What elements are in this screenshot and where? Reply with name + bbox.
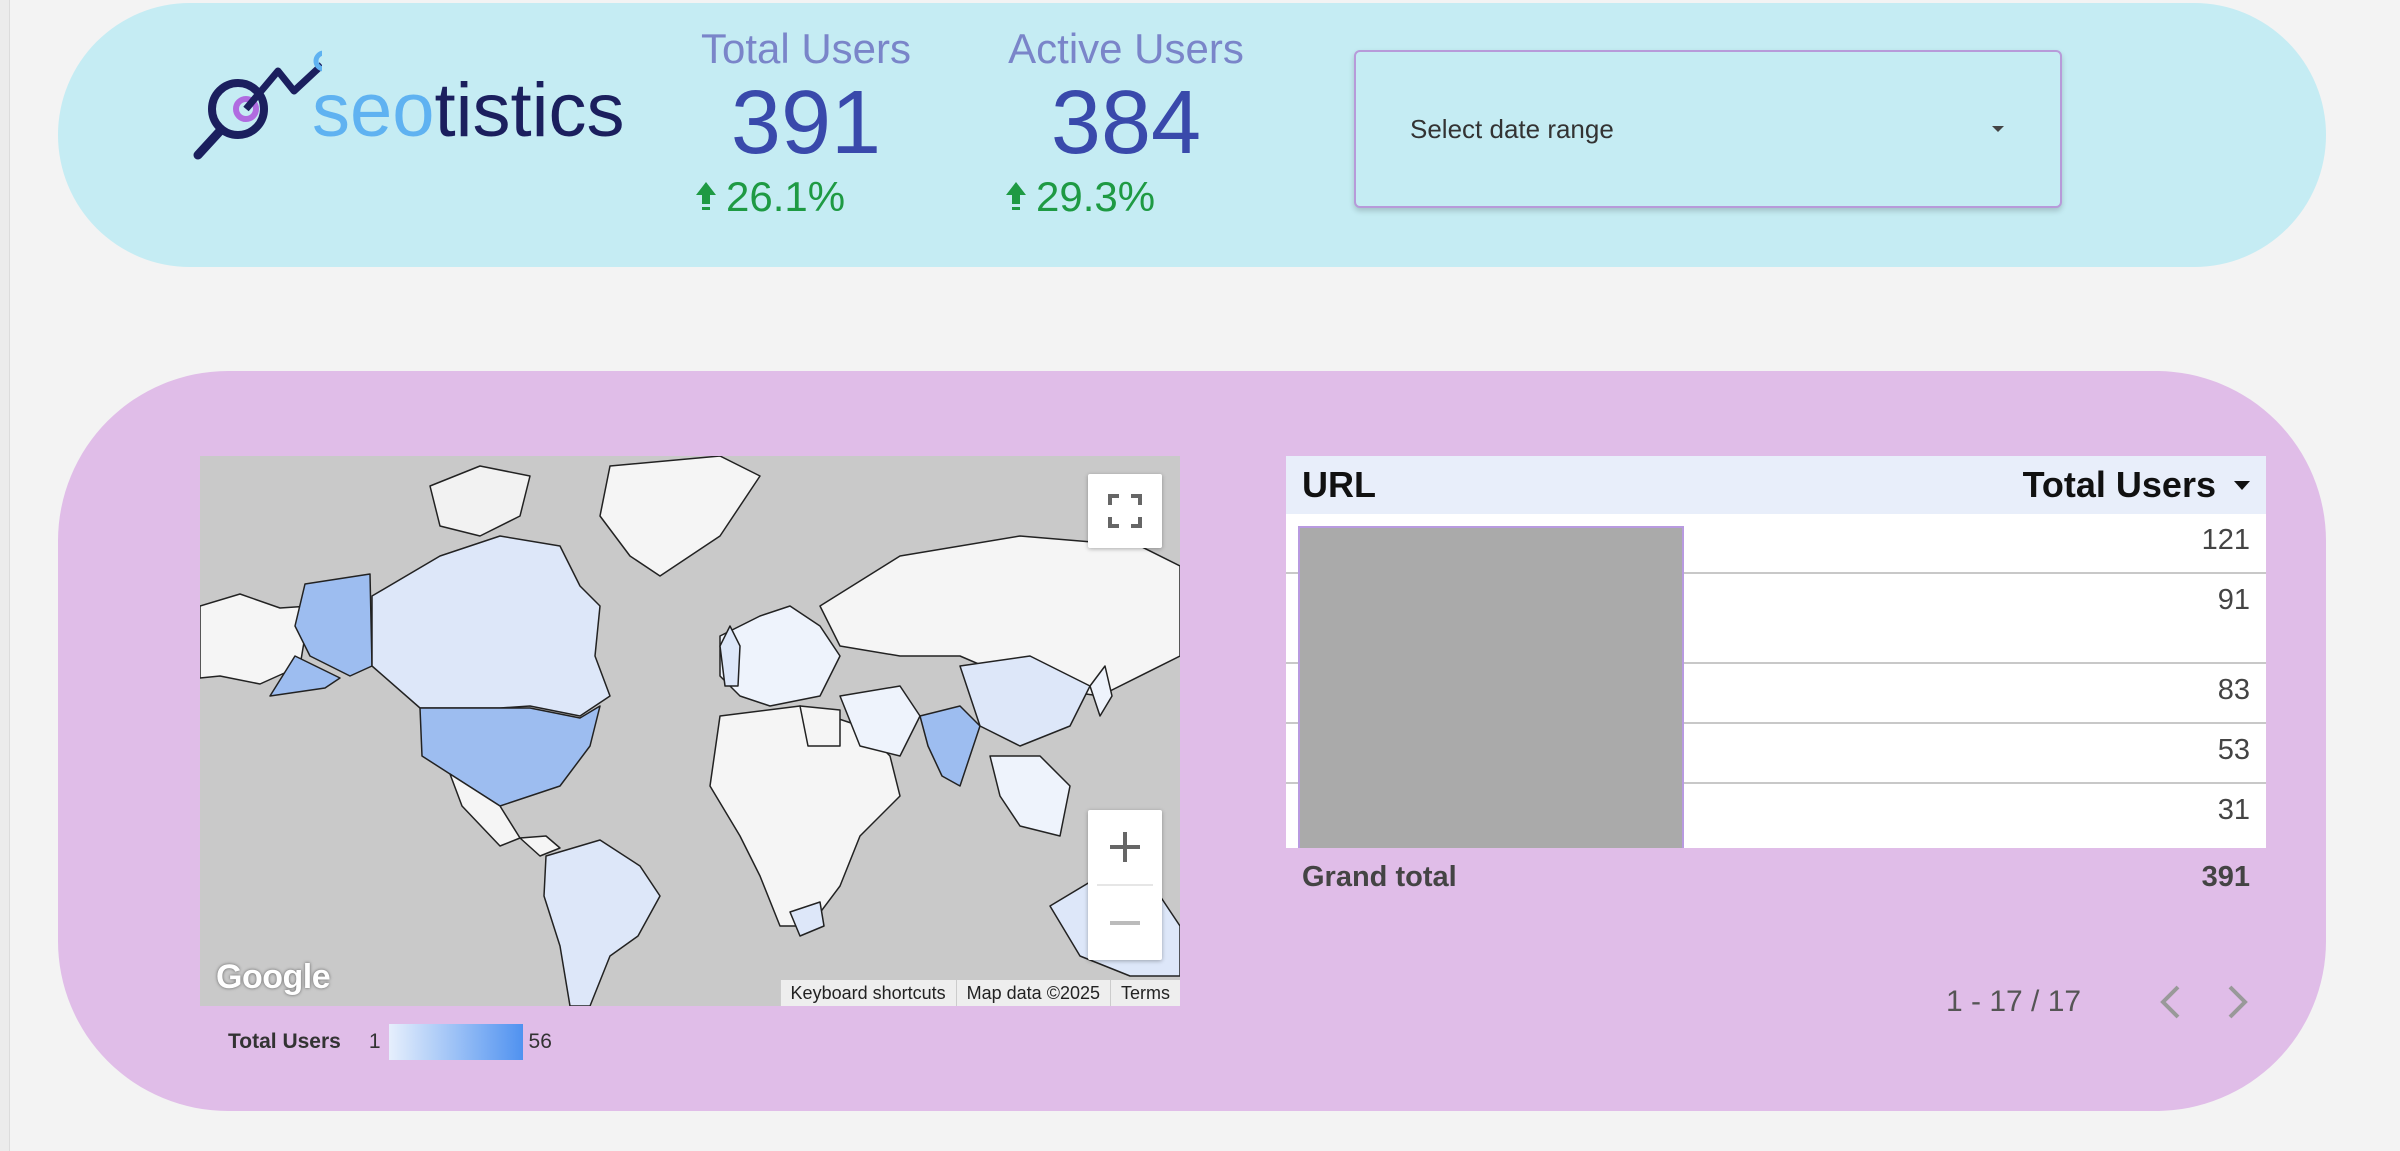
plus-icon — [1110, 832, 1140, 862]
egypt-shape — [799, 705, 841, 747]
magnifier-chart-icon — [193, 50, 322, 160]
southeast-asia-shape — [989, 755, 1071, 837]
row-value: 121 — [2201, 524, 2250, 556]
terms-link[interactable]: Terms — [1110, 980, 1180, 1006]
grand-total-row: Grand total 391 — [1286, 848, 2266, 906]
usa-shape — [419, 705, 601, 807]
legend-title: Total Users — [228, 1030, 341, 1053]
map-footer: Keyboard shortcuts Map data ©2025 Terms — [779, 980, 1180, 1006]
table-row[interactable]: 83 — [1286, 664, 2266, 724]
map-legend: Total Users 1 56 — [228, 1024, 552, 1060]
table-row[interactable]: 31 — [1286, 784, 2266, 848]
kpi-delta-value: 26.1% — [726, 173, 846, 220]
date-range-selector[interactable]: Select date range — [1354, 50, 2062, 208]
table-row[interactable]: 121 — [1286, 514, 2266, 574]
pagination: 1 - 17 / 17 — [1946, 980, 2263, 1024]
middle-east-shape — [839, 685, 921, 757]
kpi-value: 384 — [1050, 73, 1202, 173]
arrow-up-icon — [696, 182, 716, 210]
url-table: URL Total Users 121 91 83 53 31 29 Grand… — [1286, 456, 2266, 906]
logo-tistics-text: tistics — [434, 68, 625, 153]
redacted-url-block — [1298, 526, 1684, 848]
chevron-left-icon — [2160, 985, 2180, 1019]
sort-desc-icon — [2234, 480, 2250, 490]
column-header-label: Total Users — [2022, 464, 2216, 505]
grand-total-value: 391 — [2201, 860, 2250, 893]
row-value: 91 — [2217, 584, 2250, 616]
world-map — [200, 456, 1180, 1006]
table-row[interactable]: 91 — [1286, 574, 2266, 664]
pagination-range: 1 - 17 / 17 — [1946, 985, 2082, 1018]
arctic-islands-shape — [429, 465, 531, 537]
table-row[interactable]: 53 — [1286, 724, 2266, 784]
geo-map[interactable]: Google Keyboard shortcuts Map data ©2025… — [200, 456, 1180, 1006]
row-value: 83 — [2217, 674, 2250, 706]
mexico-shape — [449, 773, 521, 847]
fullscreen-icon — [1108, 494, 1142, 528]
date-range-label: Select date range — [1410, 114, 1614, 144]
logo-wordmark: seotistics — [312, 71, 625, 151]
arrow-up-icon — [1006, 182, 1026, 210]
south-africa-shape — [789, 901, 825, 937]
canada-shape — [371, 535, 611, 717]
legend-min: 1 — [368, 1030, 381, 1053]
kpi-total-users: Total Users 391 26.1% — [696, 24, 916, 222]
zoom-control — [1088, 810, 1162, 960]
kpi-delta: 29.3% — [1000, 172, 1252, 222]
prev-page-button[interactable] — [2145, 980, 2195, 1024]
page-left-edge — [0, 0, 10, 1151]
row-value: 53 — [2217, 734, 2250, 766]
alaska-shape — [294, 573, 373, 677]
zoom-in-button[interactable] — [1088, 810, 1162, 884]
alaska-peninsula-shape — [269, 655, 341, 697]
chevron-right-icon — [2228, 985, 2248, 1019]
table-header: URL Total Users — [1286, 456, 2266, 514]
logo-seo-text: seo — [312, 68, 435, 153]
central-america-shape — [519, 835, 561, 857]
kpi-label: Total Users — [700, 25, 912, 72]
kpi-label: Active Users — [1008, 25, 1244, 72]
india-shape — [919, 705, 981, 787]
column-header-url[interactable]: URL — [1302, 464, 1376, 505]
next-page-button[interactable] — [2213, 980, 2263, 1024]
chevron-down-icon — [1992, 126, 2004, 132]
kpi-delta-value: 29.3% — [1036, 173, 1156, 220]
kpi-active-users: Active Users 384 29.3% — [1000, 24, 1252, 222]
south-america-shape — [543, 839, 661, 1006]
kpi-value: 391 — [730, 73, 882, 173]
grand-total-label: Grand total — [1302, 860, 1457, 893]
china-shape — [959, 655, 1091, 747]
seotistics-logo: seotistics — [192, 49, 632, 169]
legend-gradient — [388, 1024, 523, 1060]
uk-shape — [719, 625, 741, 687]
table-body: 121 91 83 53 31 29 — [1286, 514, 2266, 848]
google-logo: Google — [216, 958, 331, 996]
legend-max: 56 — [528, 1030, 552, 1053]
map-data-attribution: Map data ©2025 — [955, 980, 1110, 1006]
minus-icon — [1110, 921, 1140, 925]
fullscreen-button[interactable] — [1088, 474, 1162, 548]
column-header-total-users[interactable]: Total Users — [2023, 464, 2250, 506]
kpi-delta: 26.1% — [696, 172, 916, 222]
japan-shape — [1089, 665, 1113, 717]
greenland-shape — [599, 456, 761, 577]
zoom-divider — [1097, 884, 1153, 886]
russia-shape — [819, 535, 1180, 697]
row-value: 31 — [2217, 794, 2250, 826]
zoom-out-button[interactable] — [1088, 886, 1162, 960]
keyboard-shortcuts-link[interactable]: Keyboard shortcuts — [779, 980, 956, 1006]
